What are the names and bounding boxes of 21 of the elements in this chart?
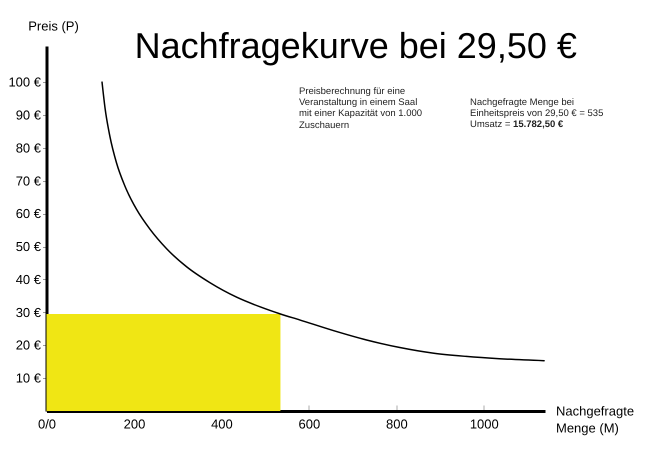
x-tick-label: 1000	[470, 416, 499, 432]
y-tick-label: 100 €	[8, 74, 42, 90]
y-tick-label: 30 €	[16, 304, 42, 320]
y-tick-label: 40 €	[16, 272, 42, 287]
x-tick-label: 200	[124, 416, 146, 432]
x-tick-label: 400	[211, 416, 233, 432]
x-tick-label: 0/0	[38, 416, 56, 432]
y-tick-label: 80 €	[16, 140, 42, 156]
y-tick-label: 50 €	[16, 239, 42, 254]
chart-title: Nachfragekurve bei 29,50 €	[134, 25, 577, 66]
y-axis-title: Preis (P)	[28, 18, 79, 34]
y-tick-label: 60 €	[16, 206, 42, 222]
annotation: 15.782,50 €	[513, 119, 564, 130]
y-tick-label: 10 €	[16, 370, 42, 386]
y-tick-label: 20 €	[16, 338, 42, 353]
annotation: Preisberechnung für eine Veranstaltung in einem Saal mit einer Kapazität von 1.000 Zuschauern	[299, 86, 424, 131]
x-axis-title: Nachgefragte Menge (M)	[556, 404, 634, 436]
x-tick-label: 800	[386, 416, 408, 432]
y-tick-label: 90 €	[16, 108, 42, 123]
x-tick-label: 600	[298, 416, 320, 432]
y-tick-label: 70 €	[16, 173, 42, 188]
